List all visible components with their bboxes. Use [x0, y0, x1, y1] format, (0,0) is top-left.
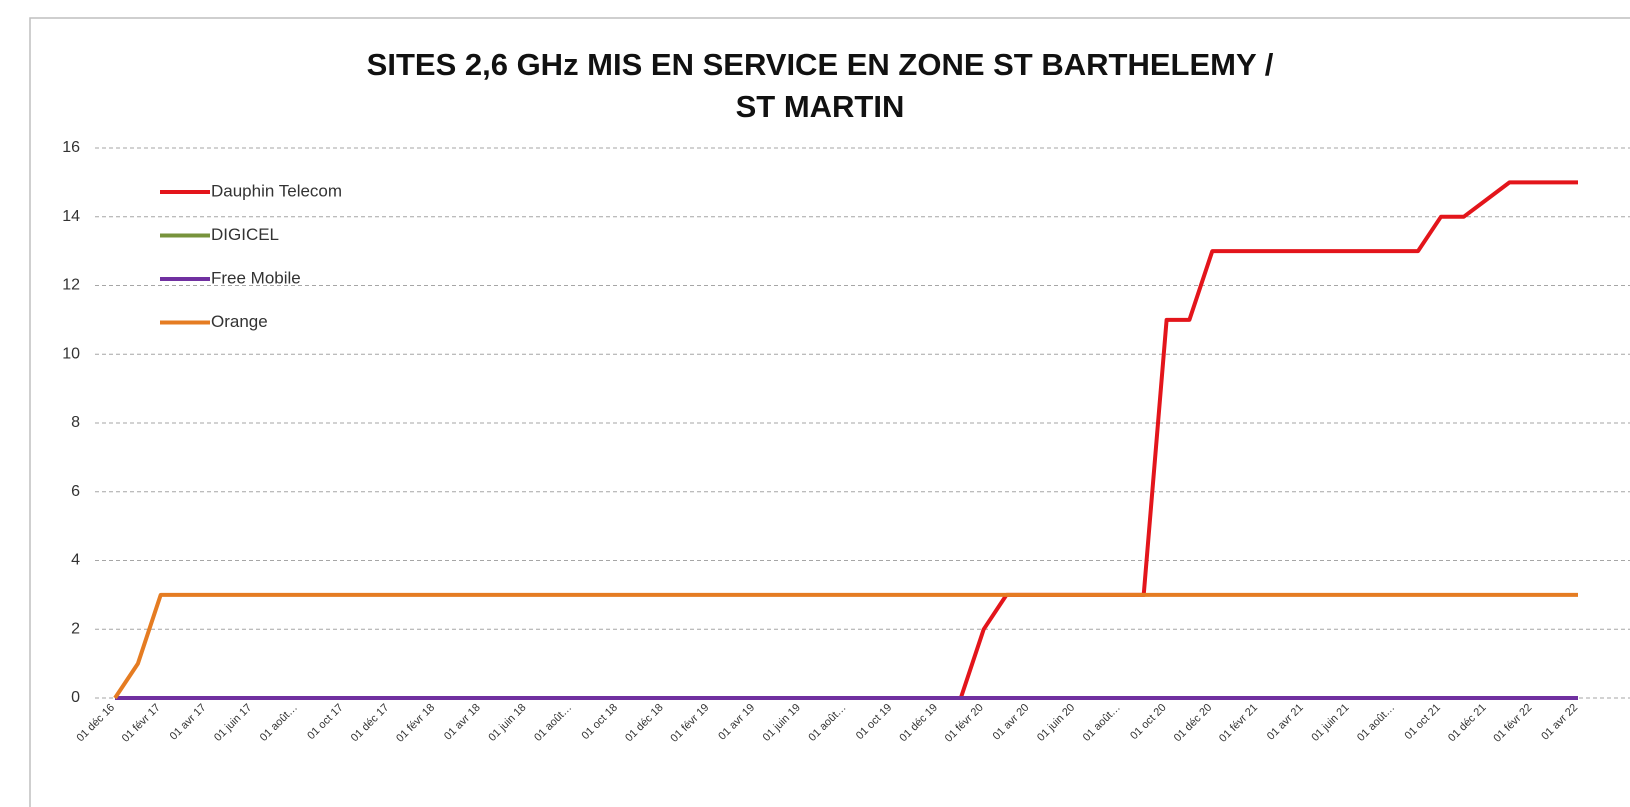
y-tick-label: 10 [62, 345, 80, 362]
series-line [113, 592, 1578, 700]
y-tick-label: 6 [71, 483, 80, 500]
legend-label: Free Mobile [211, 268, 301, 287]
legend-label: Orange [211, 312, 268, 331]
y-tick-label: 8 [71, 414, 80, 431]
y-tick-label: 2 [71, 620, 80, 637]
y-tick-label: 16 [62, 139, 80, 156]
y-tick-label: 4 [71, 552, 80, 569]
chart-title: SITES 2,6 GHz MIS EN SERVICE EN ZONE ST … [367, 47, 1274, 82]
legend-label: Dauphin Telecom [211, 181, 342, 200]
y-tick-label: 12 [62, 277, 80, 294]
y-tick-label: 14 [62, 208, 80, 225]
chart-title: ST MARTIN [736, 89, 905, 124]
chart-frame [29, 17, 1630, 807]
y-tick-label: 0 [71, 689, 80, 706]
legend-label: DIGICEL [211, 225, 279, 244]
